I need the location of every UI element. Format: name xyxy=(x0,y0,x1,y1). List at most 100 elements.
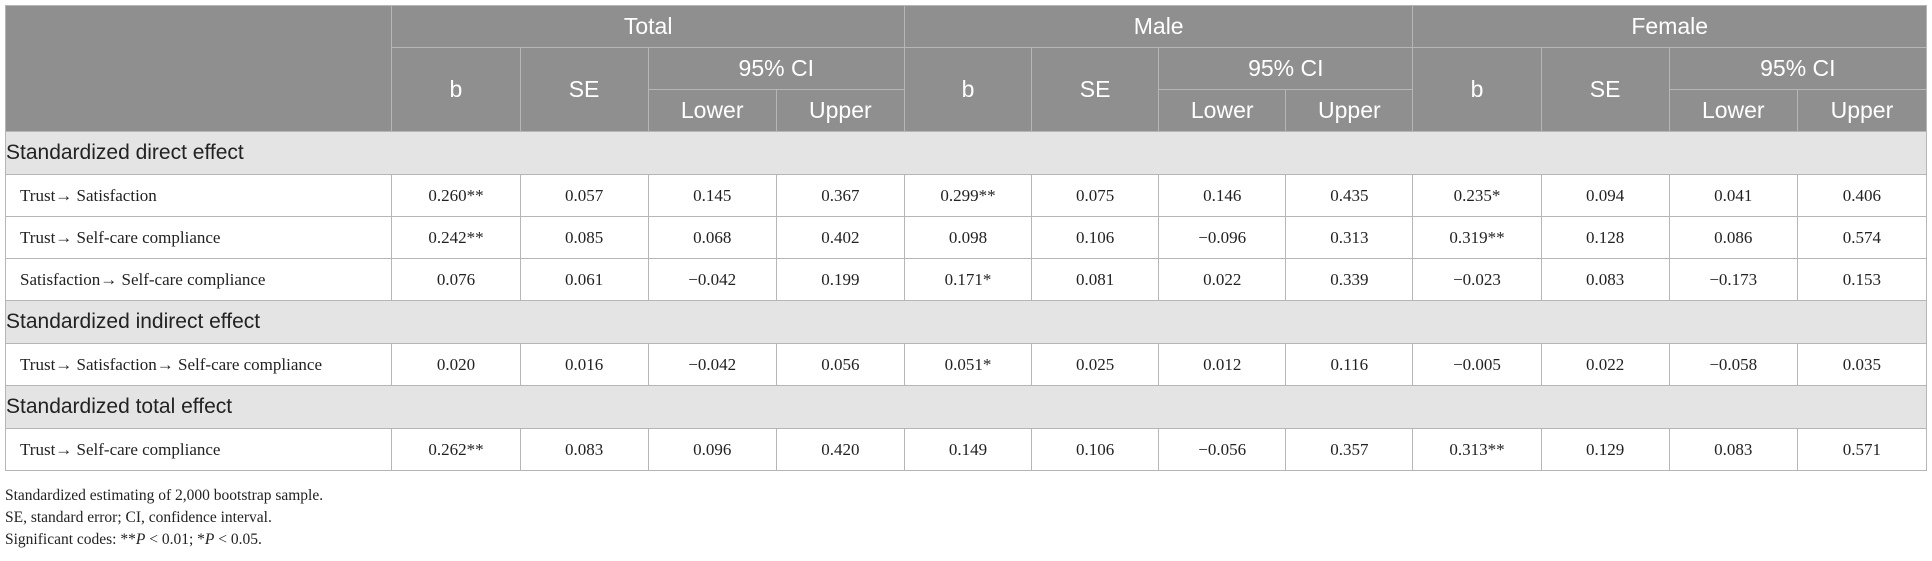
table-body: Standardized direct effect Trust→ Satisfa… xyxy=(4,131,1928,471)
header-b: b xyxy=(1412,47,1542,132)
table-cell: 0.339 xyxy=(1285,258,1414,301)
section-header-row: Standardized total effect xyxy=(5,385,1927,429)
table-cell: 0.106 xyxy=(1031,216,1160,259)
table-cell: 0.146 xyxy=(1158,174,1287,217)
footnote-sig-p1: P xyxy=(135,531,146,548)
footnote-sig-prefix: Significant codes: ** xyxy=(5,531,136,548)
table-cell: 0.020 xyxy=(391,343,521,386)
table-cell: 0.571 xyxy=(1796,428,1928,471)
table-cell: 0.574 xyxy=(1796,216,1928,259)
table-cell: 0.016 xyxy=(519,343,649,386)
header-upper: Upper xyxy=(1796,89,1928,132)
header-se: SE xyxy=(1031,47,1160,132)
header-group-male: Male xyxy=(903,5,1414,48)
header-row-groups: Total Male Female xyxy=(4,5,1927,132)
header-upper: Upper xyxy=(775,89,905,132)
header-lower: Lower xyxy=(647,89,777,132)
table-cell: 0.420 xyxy=(775,428,905,471)
footnote-sig-p2: P xyxy=(204,531,215,548)
table-cell: 0.025 xyxy=(1031,343,1160,386)
table-cell: 0.012 xyxy=(1158,343,1287,386)
table-cell: 0.260** xyxy=(391,174,521,217)
table-cell: 0.083 xyxy=(519,428,649,471)
section-title: Standardized total effect xyxy=(5,385,1927,429)
table-cell: 0.094 xyxy=(1540,174,1670,217)
table-cell: 0.145 xyxy=(647,174,777,217)
header-group-female: Female xyxy=(1412,5,1927,48)
section-title: Standardized direct effect xyxy=(5,131,1927,175)
table-cell: 0.022 xyxy=(1158,258,1287,301)
table-cell: −0.173 xyxy=(1668,258,1798,301)
results-table: Total Male Female b SE 95% CI b SE 95% C… xyxy=(4,5,1928,471)
table-cell: 0.406 xyxy=(1796,174,1928,217)
table-cell: −0.058 xyxy=(1668,343,1798,386)
table-cell: 0.313 xyxy=(1285,216,1414,259)
results-table-container: Total Male Female b SE 95% CI b SE 95% C… xyxy=(4,5,1928,471)
table-cell: 0.068 xyxy=(647,216,777,259)
table-cell: −0.056 xyxy=(1158,428,1287,471)
table-cell: 0.075 xyxy=(1031,174,1160,217)
table-cell: 0.313** xyxy=(1412,428,1542,471)
header-group-total: Total xyxy=(391,5,905,48)
footnote-significance: Significant codes: **P < 0.01; *P < 0.05… xyxy=(5,529,323,551)
row-label: Satisfaction→ Self-care compliance xyxy=(4,258,393,301)
table-cell: 0.083 xyxy=(1668,428,1798,471)
table-cell: 0.051* xyxy=(903,343,1033,386)
section-title: Standardized indirect effect xyxy=(5,300,1927,344)
table-cell: 0.357 xyxy=(1285,428,1414,471)
footnote-sig-suffix: < 0.05. xyxy=(214,531,262,548)
table-cell: 0.199 xyxy=(775,258,905,301)
table-cell: 0.056 xyxy=(775,343,905,386)
table-row: Trust→ Self-care compliance 0.262** 0.083 0… xyxy=(4,428,1928,471)
header-ci: 95% CI xyxy=(647,47,905,90)
footnote-abbreviations: SE, standard error; CI, confidence inter… xyxy=(5,509,272,526)
table-cell: 0.085 xyxy=(519,216,649,259)
table-cell: −0.042 xyxy=(647,343,777,386)
table-cell: −0.042 xyxy=(647,258,777,301)
table-row: Trust→ Self-care compliance 0.242** 0.085 0… xyxy=(4,216,1928,259)
header-upper: Upper xyxy=(1285,89,1414,132)
table-cell: 0.129 xyxy=(1540,428,1670,471)
header-se: SE xyxy=(1540,47,1670,132)
table-cell: −0.023 xyxy=(1412,258,1542,301)
row-label: Trust→ Self-care compliance xyxy=(4,216,393,259)
table-cell: 0.149 xyxy=(903,428,1033,471)
header-row-ci-bounds: Lower Upper Lower Upper Lower Upper xyxy=(6,89,1928,132)
table-cell: 0.035 xyxy=(1796,343,1928,386)
table-cell: 0.402 xyxy=(775,216,905,259)
header-b: b xyxy=(903,47,1033,132)
table-cell: 0.367 xyxy=(775,174,905,217)
header-lower: Lower xyxy=(1668,89,1798,132)
table-cell: 0.153 xyxy=(1796,258,1928,301)
header-empty-cell xyxy=(4,5,393,132)
table-cell: 0.106 xyxy=(1031,428,1160,471)
table-cell: 0.081 xyxy=(1031,258,1160,301)
table-cell: 0.096 xyxy=(647,428,777,471)
table-cell: 0.319** xyxy=(1412,216,1542,259)
table-row: Trust→ Satisfaction→ Self-care complianc… xyxy=(4,343,1928,386)
header-lower: Lower xyxy=(1158,89,1287,132)
footnote-bootstrap: Standardized estimating of 2,000 bootstr… xyxy=(5,487,324,504)
section-header-row: Standardized indirect effect xyxy=(5,300,1927,344)
table-cell: 0.116 xyxy=(1285,343,1414,386)
header-b: b xyxy=(391,47,521,132)
table-cell: 0.262** xyxy=(391,428,521,471)
table-cell: 0.086 xyxy=(1668,216,1798,259)
row-label: Trust→ Self-care compliance xyxy=(4,428,393,471)
section-header-row: Standardized direct effect xyxy=(5,131,1927,175)
table-row: Trust→ Satisfaction 0.260** 0.057 0.145 0.36… xyxy=(4,174,1928,217)
footnote-sig-mid: < 0.01; * xyxy=(145,531,205,548)
table-cell: −0.096 xyxy=(1158,216,1287,259)
table-cell: 0.022 xyxy=(1540,343,1670,386)
table-cell: 0.299** xyxy=(903,174,1033,217)
header-ci: 95% CI xyxy=(1668,47,1928,90)
table-cell: 0.098 xyxy=(903,216,1033,259)
table-cell: 0.061 xyxy=(519,258,649,301)
table-cell: 0.057 xyxy=(519,174,649,217)
table-cell: 0.128 xyxy=(1540,216,1670,259)
table-cell: 0.171* xyxy=(903,258,1033,301)
table-cell: 0.083 xyxy=(1540,258,1670,301)
header-se: SE xyxy=(519,47,649,132)
header-ci: 95% CI xyxy=(1158,47,1414,90)
row-label: Trust→ Satisfaction→ Self-care complianc… xyxy=(4,343,393,386)
